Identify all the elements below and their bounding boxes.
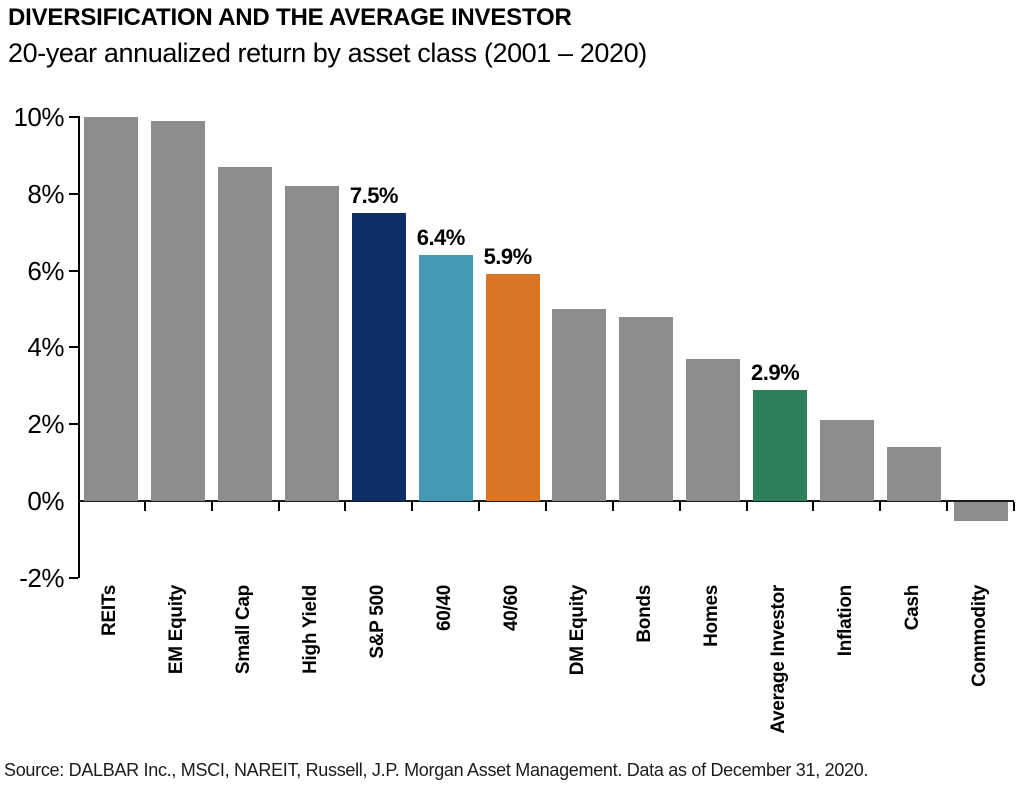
bar-s-p-500 [351,213,406,501]
x-tick [812,502,815,511]
y-tick-label: -2% [19,562,64,593]
value-label-s-p-500: 7.5% [349,183,399,208]
bar-em-equity [151,120,206,501]
bar-commodity [953,502,1008,521]
x-label-commodity: Commodity [968,585,990,687]
bar-40-60 [485,274,540,502]
x-label-dm-equity: DM Equity [567,585,589,676]
y-tick [69,576,78,579]
bar-cash [886,447,941,502]
y-tick [69,423,78,426]
x-axis-baseline [78,500,1014,502]
x-label-60-40: 60/40 [433,585,455,632]
bar-homes [686,358,741,501]
bar-bonds [619,316,674,501]
x-tick [678,502,681,511]
x-tick [344,502,347,511]
x-tick [210,502,213,511]
y-tick-label: 10% [13,102,64,132]
x-label-cash: Cash [901,585,923,631]
value-label-average-investor: 2.9% [751,359,800,385]
x-tick [411,502,414,511]
x-tick [545,502,547,511]
value-label-60-40: 6.4% [416,225,466,251]
x-label-inflation: Inflation [834,585,856,657]
x-label-small-cap: Small Cap [233,585,255,675]
chart-title: DIVERSIFICATION AND THE AVERAGE INVESTOR [8,4,572,31]
x-label-em-equity: EM Equity [166,585,188,675]
x-tick [143,502,146,511]
y-tick-label: 4% [27,332,64,363]
x-tick [879,502,882,511]
x-label-high-yield: High Yield [300,585,321,674]
bar-average-investor [753,389,807,501]
y-axis-line [78,116,80,578]
x-tick [611,502,614,511]
y-tick [69,346,78,349]
bar-dm-equity [552,309,607,501]
x-tick [478,502,481,511]
x-label-s-p-500: S&P 500 [366,585,388,659]
x-label-bonds: Bonds [634,585,656,643]
y-tick-label: 2% [27,409,64,440]
bar-inflation [819,420,874,502]
y-tick [69,269,78,272]
x-label-reits: REITs [99,585,121,636]
x-label-average-investor: Average Investor [768,585,789,734]
x-tick [946,502,949,511]
y-tick [69,116,78,118]
x-tick [277,502,280,511]
x-tick [1013,502,1015,511]
value-label-40-60: 5.9% [483,244,533,270]
y-tick-label: 6% [27,255,64,286]
y-tick [69,192,78,195]
y-tick-label: 8% [27,178,64,209]
chart-subtitle: 20-year annualized return by asset class… [8,38,647,68]
source-note: Source: DALBAR Inc., MSCI, NAREIT, Russe… [4,760,869,780]
bar-small-cap [218,166,273,501]
bar-high-yield [285,186,339,502]
bar-60-40 [418,255,473,502]
x-label-40-60: 40/60 [500,585,522,632]
x-tick [745,502,748,511]
bar-reits [84,117,139,501]
x-label-homes: Homes [701,585,723,647]
y-tick-label: 0% [27,486,64,516]
